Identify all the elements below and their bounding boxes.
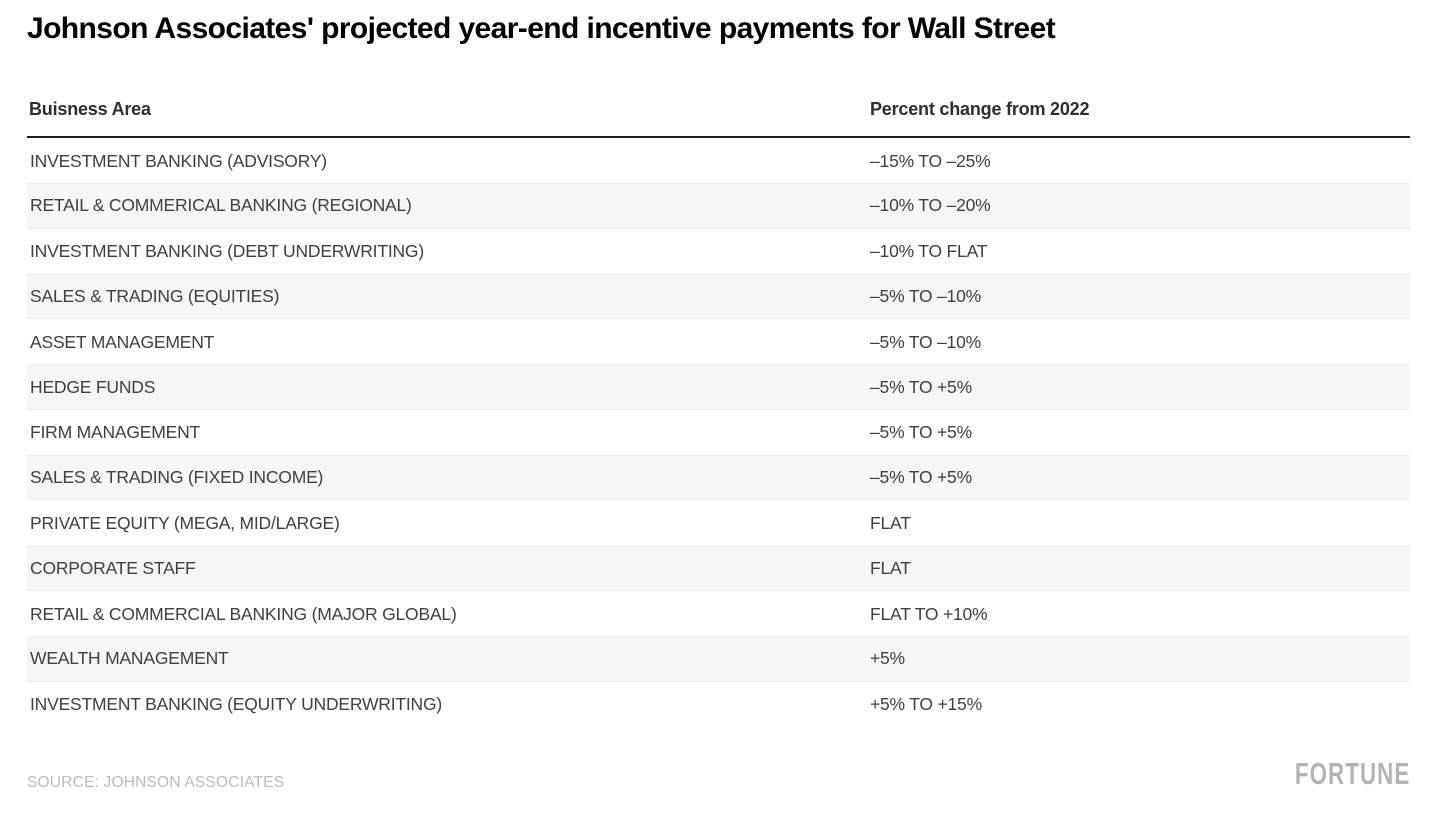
- table-row: SALES & TRADING (EQUITIES) –5% TO –10%: [27, 273, 1410, 320]
- row-area-cell: INVESTMENT BANKING (ADVISORY): [30, 150, 327, 171]
- column-header-percent-change: Percent change from 2022: [870, 99, 1090, 119]
- table-row: SALES & TRADING (FIXED INCOME) –5% TO +5…: [27, 455, 1410, 501]
- table-row: WEALTH MANAGEMENT +5%: [27, 636, 1410, 682]
- table-row: INVESTMENT BANKING (ADVISORY) –15% TO –2…: [27, 138, 1410, 184]
- table-row: RETAIL & COMMERICAL BANKING (REGIONAL) –…: [27, 183, 1410, 229]
- row-area-cell: CORPORATE STAFF: [30, 557, 196, 578]
- table-row: PRIVATE EQUITY (MEGA, MID/LARGE) FLAT: [27, 500, 1410, 546]
- column-header-business-area: Buisness Area: [29, 99, 151, 119]
- row-area-cell: SALES & TRADING (FIXED INCOME): [30, 467, 324, 488]
- row-change-cell: FLAT TO +10%: [870, 603, 988, 624]
- row-area-cell: SALES & TRADING (EQUITIES): [30, 286, 280, 307]
- row-area-cell: RETAIL & COMMERICAL BANKING (REGIONAL): [30, 195, 412, 216]
- chart-title: Johnson Associates' projected year-end i…: [27, 12, 1056, 45]
- row-area-cell: WEALTH MANAGEMENT: [30, 648, 229, 669]
- table-row: RETAIL & COMMERCIAL BANKING (MAJOR GLOBA…: [27, 590, 1410, 637]
- row-area-cell: INVESTMENT BANKING (DEBT UNDERWRITING): [30, 241, 424, 262]
- chart-footer: SOURCE: JOHNSON ASSOCIATES FORTUNE: [27, 756, 1410, 792]
- row-area-cell: PRIVATE EQUITY (MEGA, MID/LARGE): [30, 513, 340, 534]
- table-row: ASSET MANAGEMENT –5% TO –10%: [27, 319, 1410, 365]
- table-row: INVESTMENT BANKING (EQUITY UNDERWRITING)…: [27, 681, 1410, 727]
- row-area-cell: RETAIL & COMMERCIAL BANKING (MAJOR GLOBA…: [30, 603, 457, 624]
- row-area-cell: INVESTMENT BANKING (EQUITY UNDERWRITING): [30, 694, 443, 715]
- fortune-logo: FORTUNE: [1294, 756, 1410, 791]
- row-change-cell: –5% TO +5%: [870, 422, 972, 443]
- row-change-cell: –15% TO –25%: [870, 150, 991, 171]
- table-header: Buisness Area Percent change from 2022: [27, 99, 1410, 138]
- row-change-cell: –5% TO –10%: [870, 331, 981, 352]
- row-change-cell: FLAT: [870, 557, 911, 578]
- row-change-cell: –10% TO FLAT: [870, 241, 988, 262]
- row-change-cell: +5%: [870, 648, 905, 669]
- row-area-cell: HEDGE FUNDS: [30, 376, 156, 397]
- chart-container: Johnson Associates' projected year-end i…: [27, 0, 1410, 814]
- row-area-cell: FIRM MANAGEMENT: [30, 422, 201, 443]
- source-credit: SOURCE: JOHNSON ASSOCIATES: [27, 774, 285, 791]
- row-change-cell: –5% TO +5%: [870, 376, 972, 397]
- row-area-cell: ASSET MANAGEMENT: [30, 331, 215, 352]
- table-row: CORPORATE STAFF FLAT: [27, 545, 1410, 591]
- row-change-cell: –10% TO –20%: [870, 195, 991, 216]
- row-change-cell: +5% TO +15%: [870, 694, 982, 715]
- row-change-cell: FLAT: [870, 513, 911, 534]
- table-row: HEDGE FUNDS –5% TO +5%: [27, 364, 1410, 410]
- row-change-cell: –5% TO –10%: [870, 286, 981, 307]
- table-row: INVESTMENT BANKING (DEBT UNDERWRITING) –…: [27, 228, 1410, 274]
- table-body: INVESTMENT BANKING (ADVISORY) –15% TO –2…: [27, 138, 1410, 727]
- row-change-cell: –5% TO +5%: [870, 467, 972, 488]
- table-row: FIRM MANAGEMENT –5% TO +5%: [27, 409, 1410, 456]
